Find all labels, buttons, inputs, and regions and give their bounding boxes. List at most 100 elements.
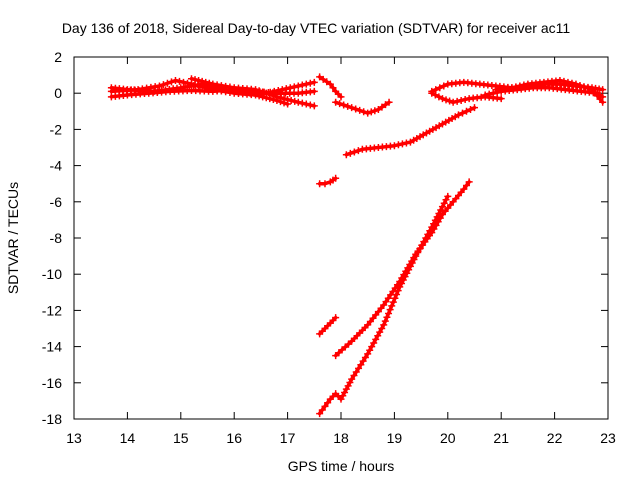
x-tick-label: 17 — [280, 430, 296, 446]
data-point — [202, 78, 210, 86]
data-point — [446, 97, 454, 105]
data-point — [371, 107, 379, 115]
data-point — [286, 84, 294, 92]
data-point — [556, 77, 564, 85]
data-point — [266, 90, 274, 98]
data-point — [310, 102, 318, 110]
data-point — [438, 95, 446, 103]
data-point — [361, 353, 369, 361]
data-point — [306, 79, 314, 87]
data-point — [287, 96, 295, 104]
data-point — [270, 87, 278, 95]
data-point — [416, 245, 424, 253]
data-point — [599, 98, 607, 106]
data-point — [381, 317, 389, 325]
data-point — [471, 104, 478, 112]
data-point — [326, 80, 334, 88]
x-tick-label: 18 — [333, 430, 349, 446]
y-axis: -18 -16 -14 -12 -10 -8 -6 -4 -2 0 2 — [42, 49, 608, 427]
data-point — [191, 76, 199, 84]
data-point — [385, 98, 393, 106]
data-point — [344, 102, 352, 110]
data-point — [171, 77, 179, 85]
data-point — [252, 86, 260, 94]
data-point — [420, 238, 428, 246]
data-point — [512, 83, 520, 91]
y-tick-label: -14 — [42, 339, 62, 355]
data-point — [388, 302, 396, 310]
data-point — [332, 314, 340, 322]
data-point — [350, 372, 358, 380]
data-point — [576, 82, 584, 90]
data-point — [428, 87, 436, 95]
data-point — [262, 89, 270, 97]
data-point — [374, 332, 382, 340]
x-tick-label: 21 — [493, 430, 509, 446]
y-tick-label: -8 — [50, 230, 63, 246]
data-point — [394, 141, 402, 149]
data-point — [508, 84, 516, 92]
data-point — [370, 339, 378, 347]
x-tick-label: 14 — [120, 430, 136, 446]
data-point — [364, 350, 372, 358]
data-point — [378, 103, 386, 111]
x-tick-label: 22 — [547, 430, 563, 446]
data-point — [195, 77, 203, 85]
data-point — [294, 98, 302, 106]
data-point — [355, 364, 363, 372]
data-point — [298, 99, 306, 107]
data-point — [432, 86, 440, 94]
data-point — [393, 290, 401, 298]
series-trace-9 — [316, 314, 340, 338]
data-point — [340, 101, 348, 109]
data-point — [352, 368, 360, 376]
data-point — [273, 93, 281, 101]
data-point — [336, 100, 344, 108]
data-point — [376, 328, 384, 336]
data-point — [332, 174, 340, 182]
data-point — [453, 97, 461, 105]
data-point — [306, 101, 314, 109]
data-point — [481, 91, 489, 99]
data-point — [394, 287, 402, 295]
data-point — [359, 357, 367, 365]
series-trace-6 — [332, 98, 393, 117]
y-tick-label: -4 — [50, 158, 63, 174]
data-point — [462, 107, 470, 115]
data-point — [321, 402, 329, 410]
data-point — [568, 79, 576, 87]
data-point — [368, 343, 376, 351]
data-point — [284, 96, 292, 104]
data-point — [458, 109, 466, 117]
y-tick-label: -18 — [42, 411, 62, 427]
data-point — [348, 104, 356, 112]
y-tick-label: -2 — [50, 121, 63, 137]
data-point — [465, 178, 473, 186]
y-tick-label: -10 — [42, 266, 62, 282]
data-point — [454, 111, 462, 119]
data-point — [367, 108, 375, 116]
data-point — [357, 361, 365, 369]
data-point — [179, 78, 187, 86]
data-point — [461, 96, 469, 104]
data-point — [346, 149, 354, 157]
data-point — [449, 98, 457, 106]
y-tick-label: -12 — [42, 302, 62, 318]
data-point — [444, 192, 452, 200]
data-point — [352, 105, 360, 113]
data-point — [426, 227, 434, 235]
series-trace-12 — [428, 89, 505, 106]
data-point — [329, 84, 337, 92]
data-point — [412, 252, 420, 260]
y-tick-label: 0 — [54, 85, 62, 101]
x-tick-label: 13 — [66, 430, 82, 446]
y-tick-label: -6 — [50, 194, 63, 210]
data-point — [466, 105, 474, 113]
data-point — [318, 406, 326, 414]
data-point — [350, 148, 358, 156]
series-trace-15 — [492, 77, 607, 106]
x-tick-label: 20 — [440, 430, 456, 446]
x-tick-label: 23 — [600, 430, 616, 446]
data-point — [159, 81, 167, 89]
data-point — [390, 142, 398, 150]
